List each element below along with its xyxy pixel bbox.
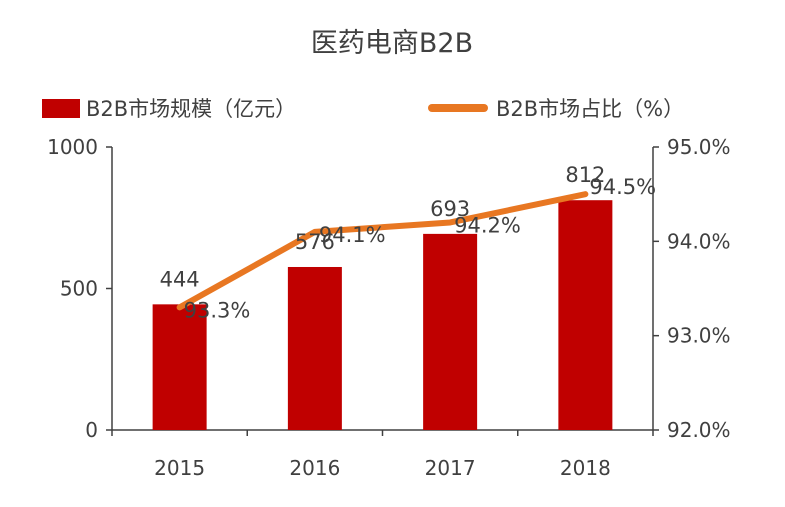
x-tick-label: 2017 (425, 456, 476, 480)
bar-2016 (287, 266, 342, 430)
legend-label-market-size: B2B市场规模（亿元） (86, 97, 296, 121)
data-labels: 444 576 693 812 93.3% 94.1% 94.2% 94.5% (160, 163, 657, 322)
bar-value-label: 576 (295, 230, 335, 254)
line-series (176, 191, 589, 311)
line-value-label: 94.2% (454, 213, 521, 237)
y-right-tick-label: 95.0% (667, 135, 731, 159)
legend-label-market-share: B2B市场占比（%） (496, 97, 684, 121)
bar-2015 (152, 304, 207, 430)
y-left-tick-label: 0 (85, 418, 98, 442)
x-tick-label: 2016 (289, 456, 340, 480)
y-right-tick-label: 92.0% (667, 418, 731, 442)
bar-value-label: 812 (565, 163, 605, 187)
legend: B2B市场规模（亿元） B2B市场占比（%） (42, 97, 684, 121)
line-value-label: 94.1% (319, 223, 386, 247)
y-right-tick-label: 94.0% (667, 229, 731, 253)
x-tick-label: 2018 (560, 456, 611, 480)
y-left-tick-label: 500 (60, 277, 98, 301)
bars (152, 200, 613, 430)
line-value-label: 93.3% (184, 298, 251, 322)
y-right-tick-label: 93.0% (667, 324, 731, 348)
bar-2018 (558, 200, 613, 430)
line-market-share (176, 191, 589, 311)
line-value-label: 94.5% (589, 175, 656, 199)
chart-title: 医药电商B2B (311, 28, 473, 59)
bar-value-label: 444 (160, 267, 200, 291)
bar-2017 (423, 233, 478, 430)
legend-swatch-market-size (42, 99, 80, 118)
x-tick-label: 2015 (154, 456, 205, 480)
y-left-tick-label: 1000 (47, 135, 98, 159)
bar-value-label: 693 (430, 197, 470, 221)
